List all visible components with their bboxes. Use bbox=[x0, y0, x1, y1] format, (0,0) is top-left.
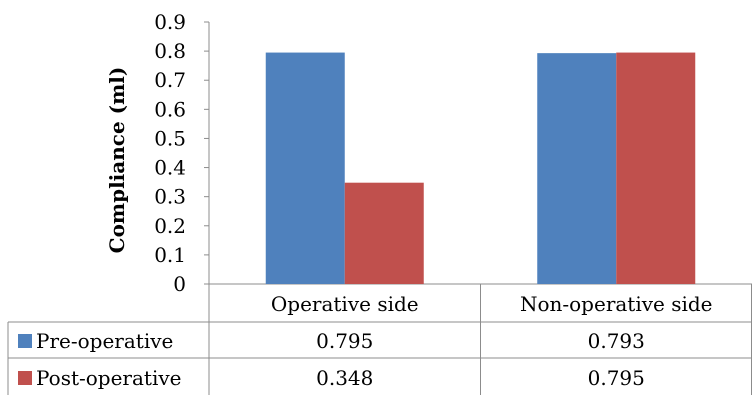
bar-post-operative-1 bbox=[344, 182, 424, 284]
legend-label: Pre-operative bbox=[36, 329, 173, 353]
table-value: 0.793 bbox=[588, 329, 645, 353]
table-value: 0.795 bbox=[316, 329, 373, 353]
y-tick-label: 0.9 bbox=[154, 10, 186, 34]
y-tick-label: 0.2 bbox=[154, 214, 186, 238]
legend-swatch bbox=[18, 334, 32, 348]
legend-label: Post-operative bbox=[36, 366, 181, 390]
bar-post-operative-2 bbox=[616, 52, 696, 284]
legend-swatch bbox=[18, 371, 32, 385]
y-tick-label: 0.6 bbox=[154, 97, 186, 121]
y-tick-label: 0.4 bbox=[154, 156, 186, 180]
y-tick-label: 0.5 bbox=[154, 126, 186, 150]
bar-pre-operative-1 bbox=[265, 52, 345, 284]
y-tick-label: 0.1 bbox=[154, 243, 186, 267]
y-axis-label: Compliance (ml) bbox=[105, 67, 129, 254]
bars bbox=[265, 52, 696, 284]
bar-pre-operative-2 bbox=[537, 53, 617, 284]
category-label: Non-operative side bbox=[520, 292, 713, 316]
y-tick-label: 0.8 bbox=[154, 39, 186, 63]
y-tick-label: 0.3 bbox=[154, 185, 186, 209]
table-value: 0.795 bbox=[588, 366, 645, 390]
y-tick-label: 0 bbox=[173, 272, 186, 296]
data-table: Operative side Non-operative side Pre-oper… bbox=[18, 292, 713, 390]
y-tick-label: 0.7 bbox=[154, 68, 186, 92]
category-label: Operative side bbox=[271, 292, 419, 316]
y-axis-ticks: 0 0.1 0.2 0.3 0.4 0.5 0.6 0.7 0.8 0.9 bbox=[154, 10, 209, 296]
table-value: 0.348 bbox=[316, 366, 373, 390]
